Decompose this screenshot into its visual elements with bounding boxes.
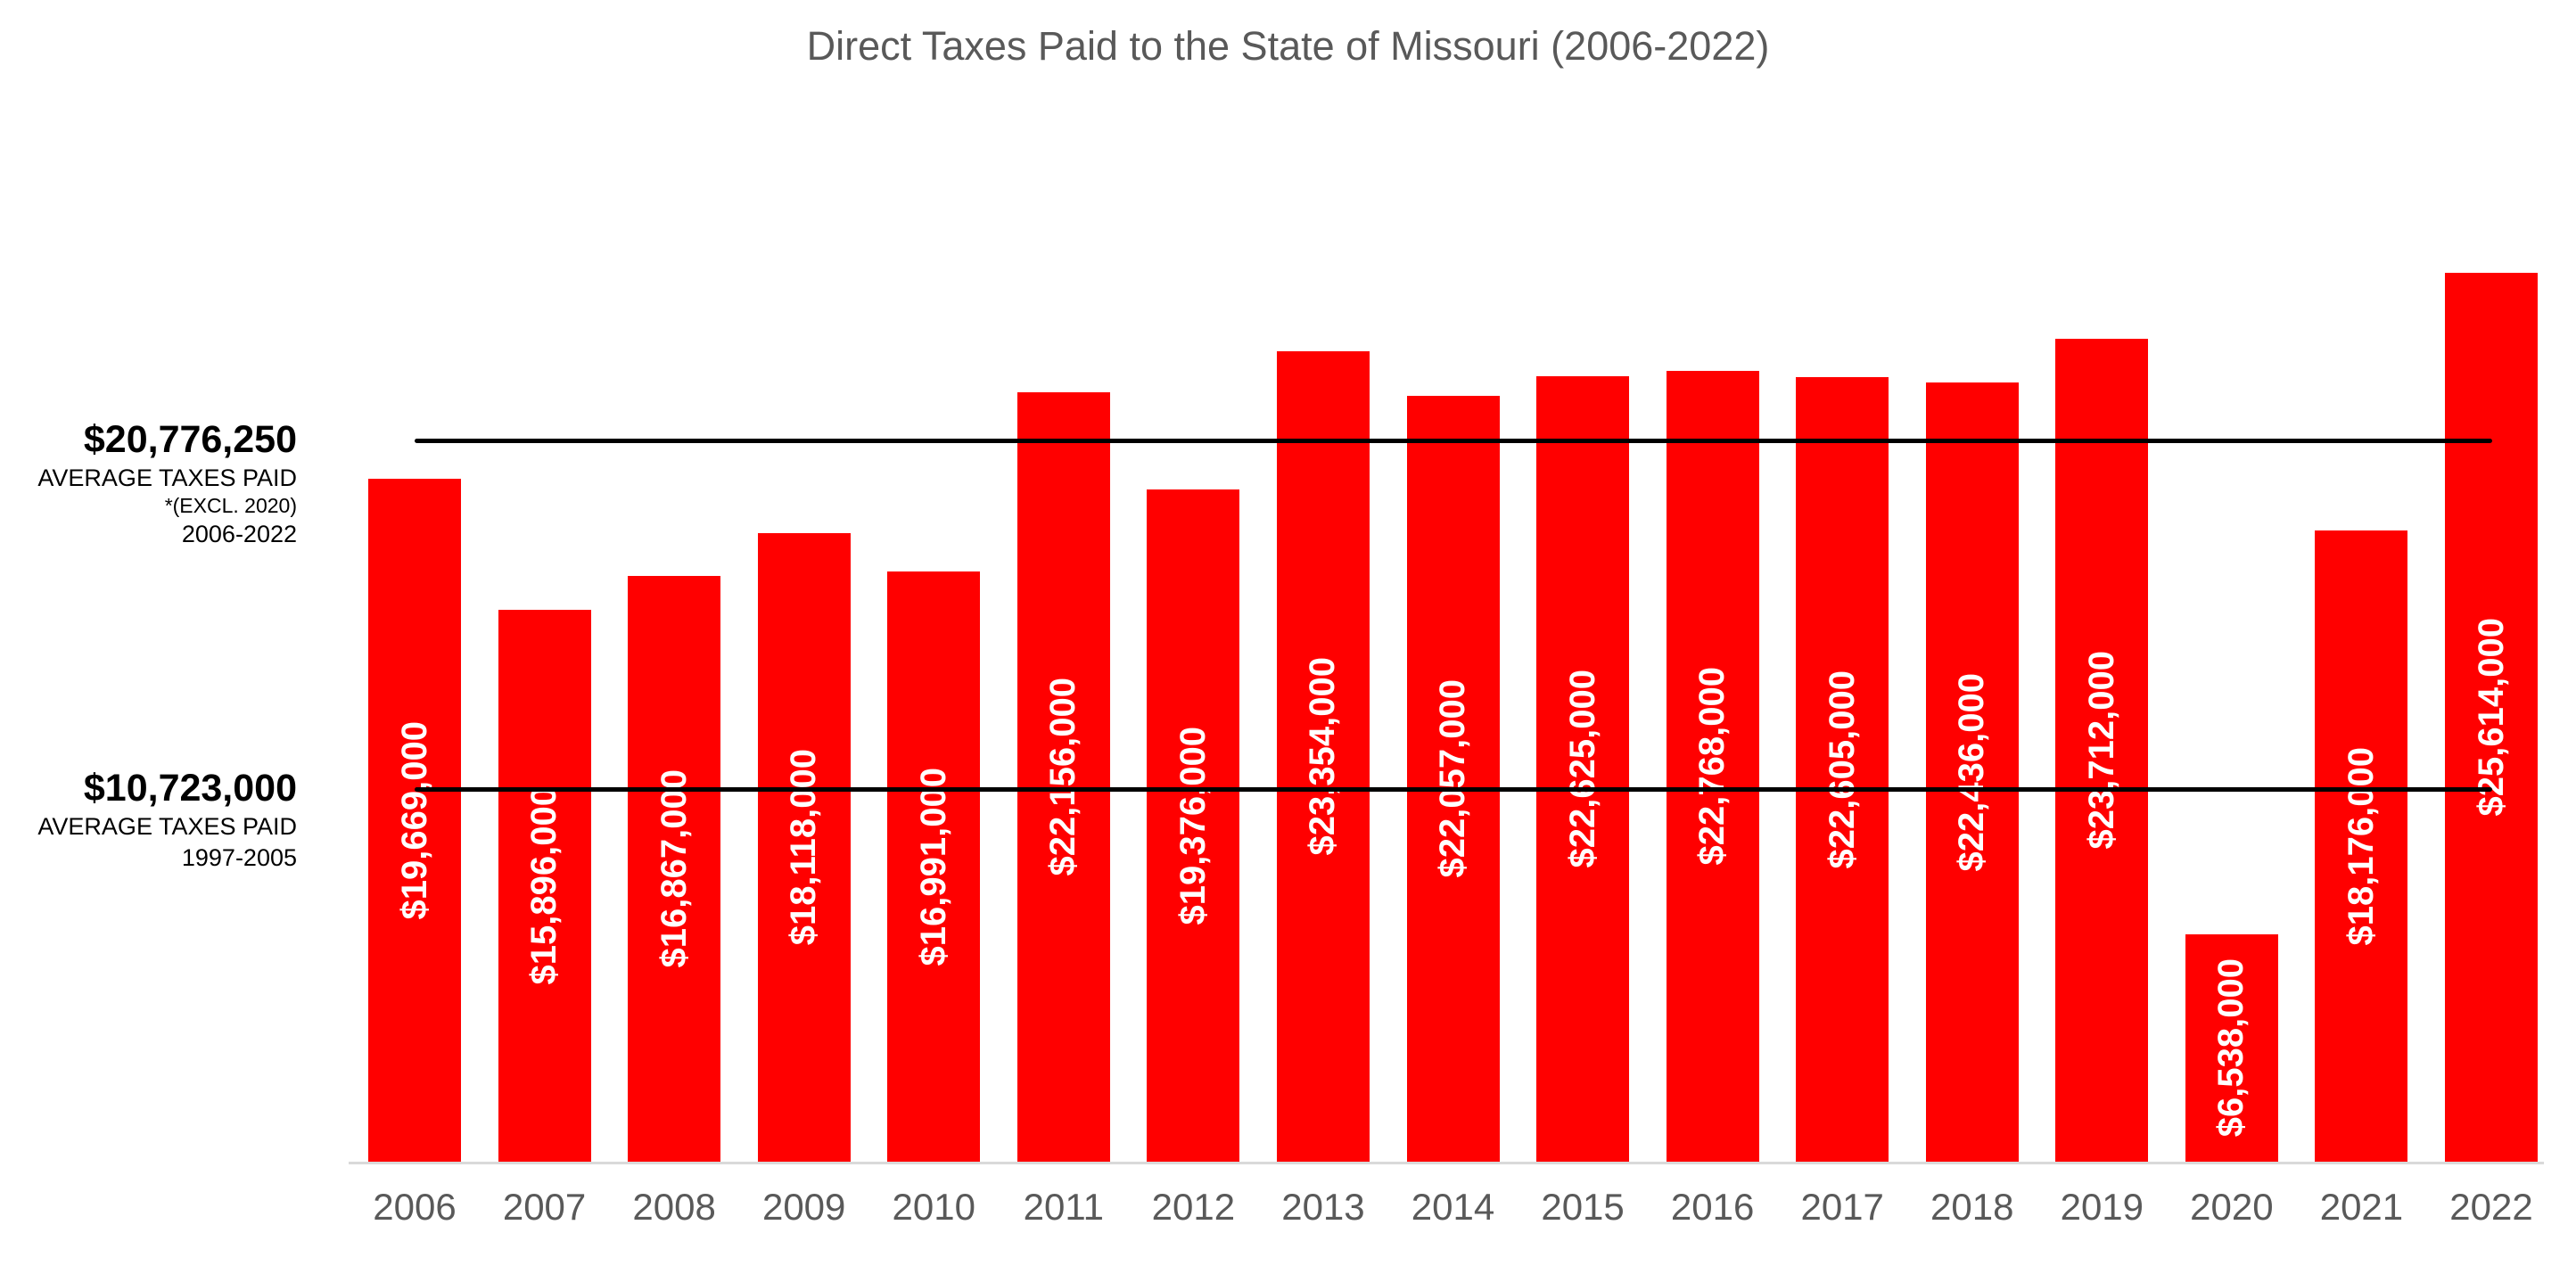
x-axis-line <box>349 1162 2544 1164</box>
x-axis-label-2011: 2011 <box>1023 1186 1104 1228</box>
reference-annotation-0: $20,776,250 AVERAGE TAXES PAID *(EXCL. 202… <box>0 419 297 547</box>
bar-data-label-2007: $15,896,000 <box>524 786 564 985</box>
x-axis-label-2015: 2015 <box>1541 1186 1625 1228</box>
x-axis-label-2014: 2014 <box>1411 1186 1495 1228</box>
bar-data-label-2006: $19,669,000 <box>394 720 434 920</box>
bar-data-label-2018: $22,436,000 <box>1952 672 1992 872</box>
x-axis-label-2006: 2006 <box>373 1186 457 1228</box>
bar-2010: $16,991,000 <box>887 571 981 1162</box>
bar-2019: $23,712,000 <box>2055 339 2149 1162</box>
reference-annotation-0-line-1: *(EXCL. 2020) <box>164 493 297 517</box>
bar-data-label-2017: $22,605,000 <box>1822 670 1862 869</box>
x-axis-label-2012: 2012 <box>1151 1186 1236 1228</box>
x-axis-label-2018: 2018 <box>1930 1186 2014 1228</box>
x-axis-label-2008: 2008 <box>632 1186 716 1228</box>
bar-2011: $22,156,000 <box>1016 392 1110 1162</box>
bar-data-label-2021: $18,176,000 <box>2341 746 2381 946</box>
bar-data-label-2016: $22,768,000 <box>1692 667 1732 866</box>
bar-data-label-2014: $22,057,000 <box>1433 679 1472 878</box>
reference-annotation-1-line-0: AVERAGE TAXES PAID <box>37 813 297 841</box>
bar-data-label-2011: $22,156,000 <box>1043 678 1083 876</box>
bar-2014: $22,057,000 <box>1406 396 1500 1162</box>
bar-2013: $23,354,000 <box>1276 351 1370 1162</box>
reference-annotation-0-line-0: AVERAGE TAXES PAID <box>37 464 297 492</box>
bar-2009: $18,118,000 <box>757 533 851 1162</box>
bar-2021: $18,176,000 <box>2315 530 2408 1162</box>
reference-annotation-0-line-2: 2006-2022 <box>181 520 297 547</box>
x-axis-label-2009: 2009 <box>761 1186 846 1228</box>
x-axis-label-2022: 2022 <box>2449 1186 2533 1228</box>
bar-data-label-2013: $23,354,000 <box>1303 657 1343 856</box>
x-axis-label-2019: 2019 <box>2060 1186 2144 1228</box>
bar-data-label-2010: $16,991,000 <box>913 767 953 966</box>
bar-2020: $6,538,000 <box>2185 934 2278 1162</box>
x-axis-label-2007: 2007 <box>502 1186 587 1228</box>
x-axis-label-2020: 2020 <box>2190 1186 2274 1228</box>
bar-2018: $22,436,000 <box>1925 382 2019 1162</box>
x-axis-label-2016: 2016 <box>1670 1186 1755 1228</box>
bar-2006: $19,669,000 <box>368 479 461 1162</box>
reference-line-0 <box>415 439 2492 443</box>
bar-2015: $22,625,000 <box>1536 376 1630 1162</box>
x-axis-label-2017: 2017 <box>1800 1186 1884 1228</box>
reference-amount-1: $10,723,000 <box>83 767 297 810</box>
bar-2022: $25,614,000 <box>2445 273 2538 1162</box>
bar-data-label-2019: $23,712,000 <box>2081 651 2121 850</box>
bar-2016: $22,768,000 <box>1666 371 1759 1162</box>
bar-data-label-2020: $6,538,000 <box>2211 958 2251 1138</box>
x-axis-label-2013: 2013 <box>1281 1186 1365 1228</box>
reference-line-1 <box>415 787 2492 792</box>
chart-title: Direct Taxes Paid to the State of Missou… <box>806 23 1770 69</box>
x-axis-label-2010: 2010 <box>892 1186 975 1228</box>
bar-2012: $19,376,000 <box>1147 489 1240 1162</box>
bar-2007: $15,896,000 <box>498 610 591 1162</box>
x-axis-label-2021: 2021 <box>2319 1186 2404 1228</box>
bar-2017: $22,605,000 <box>1796 377 1889 1162</box>
bar-2008: $16,867,000 <box>628 576 721 1162</box>
reference-annotation-1: $10,723,000 AVERAGE TAXES PAID 1997-2005 <box>0 767 297 871</box>
bar-data-label-2015: $22,625,000 <box>1562 670 1602 868</box>
plot-area: $19,669,000 $15,896,000 $16,867,000 $18,118… <box>368 0 2538 1162</box>
bar-data-label-2009: $18,118,000 <box>784 749 824 946</box>
bar-data-label-2012: $19,376,000 <box>1173 726 1213 925</box>
reference-annotation-1-line-1: 1997-2005 <box>181 843 297 871</box>
bar-data-label-2008: $16,867,000 <box>654 769 694 968</box>
reference-amount-0: $20,776,250 <box>83 418 297 461</box>
x-axis-labels: 2006 2007 2008 2009 2010 2011 2012 2013 2014 2015… <box>368 1186 2538 1229</box>
